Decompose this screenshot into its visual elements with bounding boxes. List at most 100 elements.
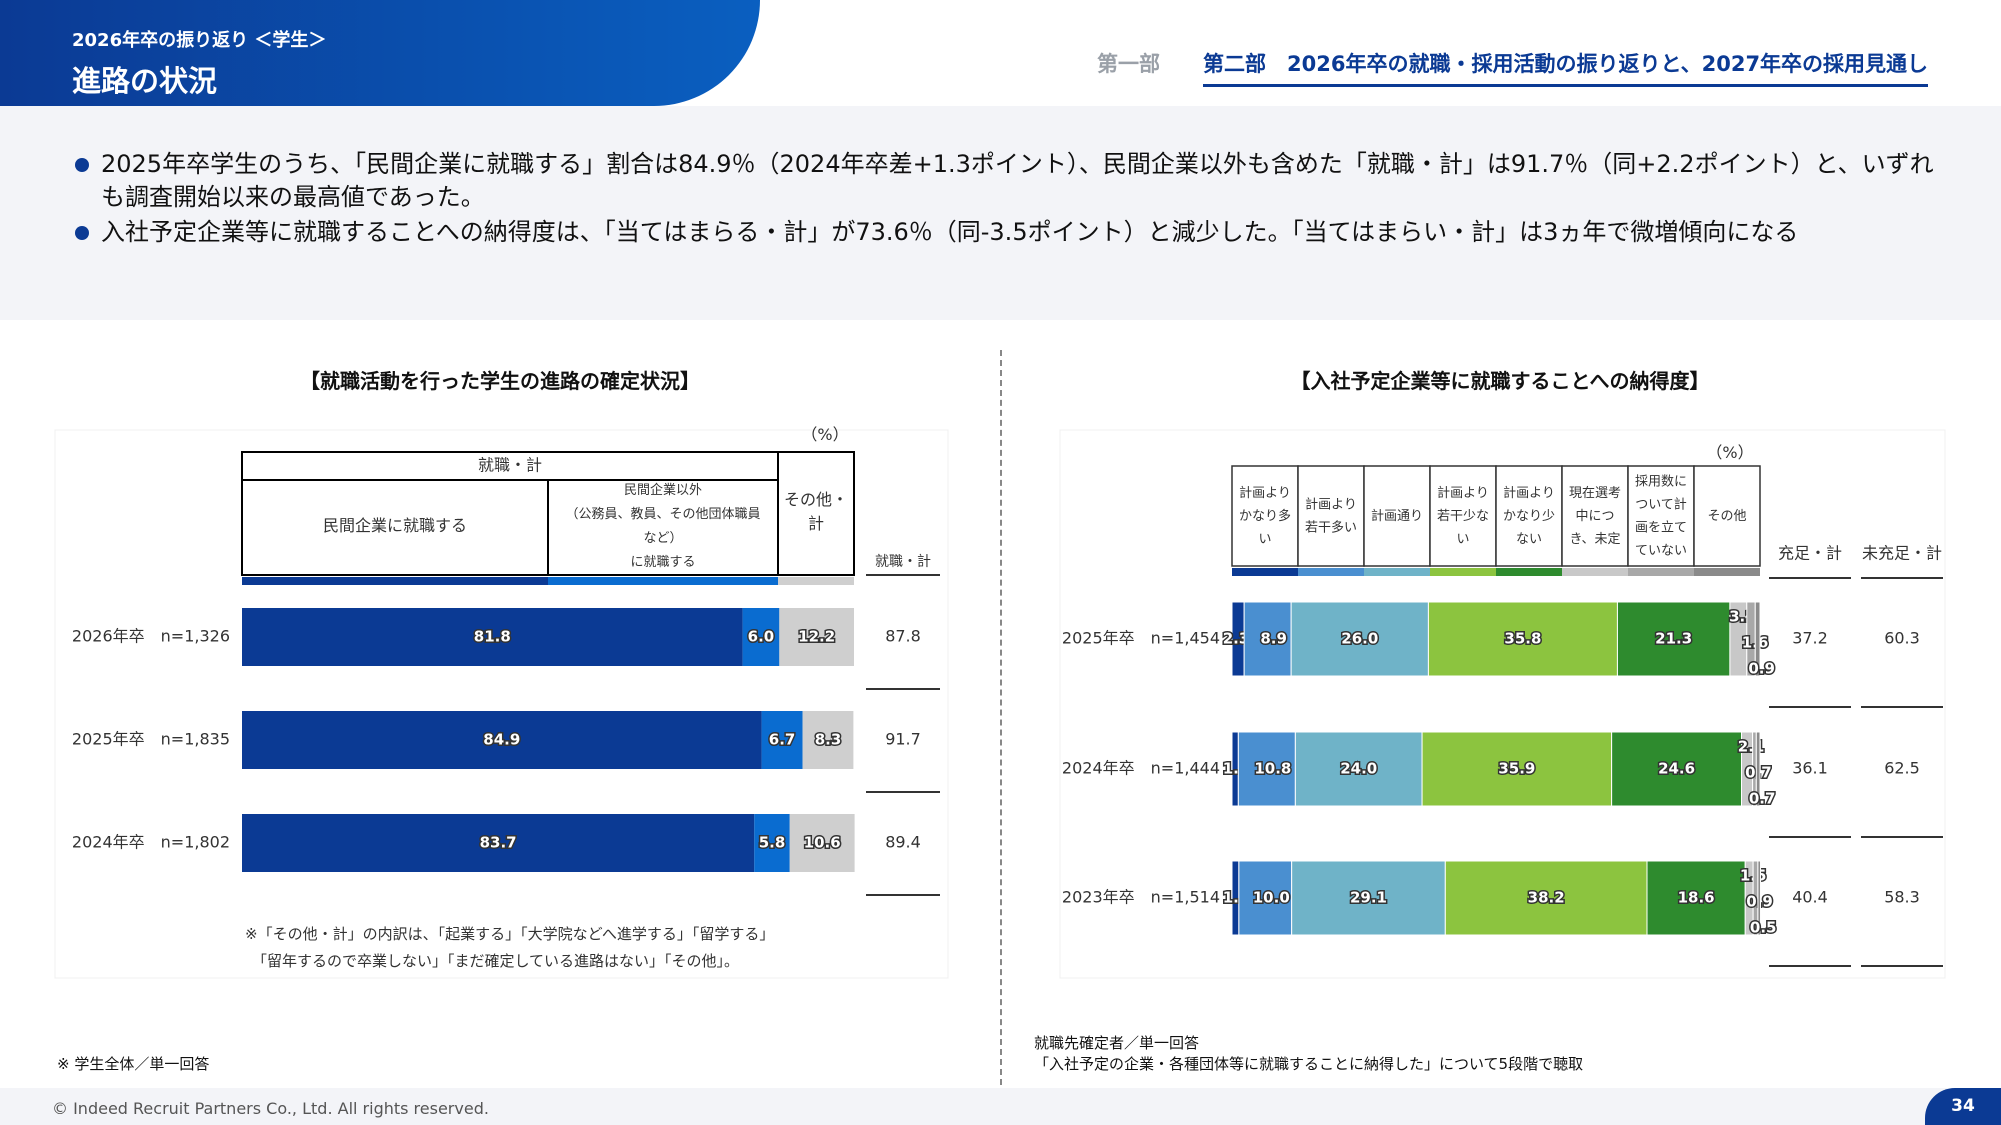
bar-value-label: 21.3 [1655,630,1692,648]
left-chart: （%）就職・計民間企業に就職する民間企業以外（公務員、教員、その他団体職員など）… [54,425,949,979]
bar-value-label: 0.5 [1750,919,1777,937]
bar-segment [742,608,780,666]
unit-label: （%） [1706,443,1753,462]
legend-key-2 [548,577,778,585]
bar-value-label: 18.6 [1678,889,1715,907]
bar-segment [1238,860,1293,936]
legend-header-label: 計画よりかなり多い [1239,485,1291,547]
category-label: 2023年卒 n=1,514 [1062,888,1220,907]
bar-segment [242,711,762,769]
summary-value: 87.8 [885,627,921,646]
bar-value-label: 5.8 [759,834,786,852]
legend-header-label: 計画より若干少ない [1437,485,1489,547]
bar-segment [242,814,755,872]
legend-key-6 [1562,568,1628,576]
left-chart-title: 【就職活動を行った学生の進路の確定状況】 [300,369,700,393]
bar-segment [1754,601,1761,677]
bar-segment [754,814,790,872]
category-label: 2026年卒 n=1,326 [72,627,230,646]
nav-part2-link[interactable]: 第二部 2026年卒の就職・採用活動の振り返りと、2027年卒の採用見通し [1203,48,1929,87]
summary-bullet-2: 入社予定企業等に就職することへの納得度は、「当てはまらる・計」が73.6％（同-… [75,216,1945,249]
bar-segment [1291,860,1446,936]
legend-header-cell [1693,465,1761,567]
legend-header-cell [1429,465,1497,567]
bar-value-label: 8.3 [815,731,842,749]
bar-segment [1757,860,1762,936]
right-footnote-2: 「入社予定の企業・各種団体等に就職することに納得した」について5段階で聴取 [1034,1055,1584,1073]
legend-header-cell [1231,465,1299,567]
bar-value-label: 83.7 [480,834,517,852]
page-number: 34 [1925,1088,2001,1125]
bar-value-label: 0.7 [1749,790,1776,808]
chart-panel [54,429,949,979]
summary-text-2: 入社予定企業等に就職することへの納得度は、「当てはまらる・計」が73.6％（同-… [101,218,1799,246]
bar-value-label: 6.0 [748,628,775,646]
nav-part1-link[interactable]: 第一部 [1097,52,1160,76]
bar-value-label: 38.2 [1528,889,1565,907]
bar-segment [1237,731,1296,807]
summary-column-header: 充足・計 [1778,544,1842,563]
left-footnote: ※ 学生全体／単一回答 [57,1055,210,1073]
legend-header-cell [1297,465,1365,567]
group-header-label: 就職・計 [478,456,542,475]
legend-key-8 [1694,568,1760,576]
legend-key-2 [1298,568,1364,576]
copyright: © Indeed Recruit Partners Co., Ltd. All … [52,1099,489,1118]
bar-value-label: 2.3 [1223,630,1250,648]
summary-text-1: 2025年卒学生のうち、「民間企業に就職する」割合は84.9％（2024年卒差+… [101,150,1934,211]
legend-header-cell [1627,465,1695,567]
summary-value: 37.2 [1792,629,1828,648]
legend-header-private: 民間企業に就職する [323,516,467,535]
bar-value-label: 12.2 [798,628,835,646]
legend-header-cell [1363,465,1431,567]
legend-key-4 [1430,568,1496,576]
bar-value-label: 10.8 [1254,760,1291,778]
legend-key-7 [1628,568,1694,576]
legend-header-cell [1495,465,1563,567]
bar-value-label: 84.9 [483,731,520,749]
bar-segment [802,711,854,769]
legend-header-label: その他 [1707,509,1746,524]
bullet-icon [75,158,89,172]
summary-value: 91.7 [885,730,921,749]
legend-header-label: 計画よりかなり少ない [1503,485,1555,547]
legend-key-5 [1496,568,1562,576]
bar-value-label: 0.9 [1748,660,1775,678]
legend-header-label: 計画より若干多い [1305,496,1357,535]
legend-header-other-employ: 民間企業以外（公務員、教員、その他団体職員など）に就職する [565,482,760,570]
bar-value-label: 81.8 [474,628,511,646]
bullet-icon [75,226,89,240]
legend-key-1 [1232,568,1298,576]
legend-header-label: 採用数について計画を立てていない [1635,474,1687,558]
bar-value-label: 24.0 [1340,760,1377,778]
header-tab [0,0,760,106]
bar-segment [1294,731,1423,807]
bar-segment [242,608,743,666]
category-label: 2024年卒 n=1,802 [72,833,230,852]
bar-value-label: 24.6 [1658,760,1695,778]
bar-segment [761,711,803,769]
bar-value-label: 6.7 [769,731,796,749]
legend-header-label: 現在選考中につき、未定 [1569,486,1621,547]
summary-value: 40.4 [1792,888,1828,907]
category-label: 2025年卒 n=1,835 [72,730,230,749]
legend-header-label: 計画通り [1371,508,1423,524]
legend-key-1 [242,577,548,585]
bar-segment [1611,731,1743,807]
bar-segment [1427,601,1618,677]
bar-value-label: 10.6 [804,834,841,852]
bar-segment [789,814,855,872]
legend-header-other-total: その他・計 [784,490,848,533]
right-footnote-1: 就職先確定者／単一回答 [1034,1034,1200,1052]
bar-value-label: 8.9 [1260,630,1287,648]
chart-divider [1000,350,1002,1085]
footer-band [0,1088,2001,1125]
right-chart: （%） 計画よりかなり多い計画より若干多い計画通り計画より若干少ない計画よりかなり… [1059,429,1946,979]
bar-segment [1646,860,1746,936]
bar-value-label: 29.1 [1350,889,1387,907]
bar-value-label: 10.0 [1253,889,1290,907]
legend-header-cell [1561,465,1629,567]
summary-value: 60.3 [1884,629,1920,648]
summary-value: 36.1 [1792,759,1828,778]
bar-value-label: 35.9 [1498,760,1535,778]
